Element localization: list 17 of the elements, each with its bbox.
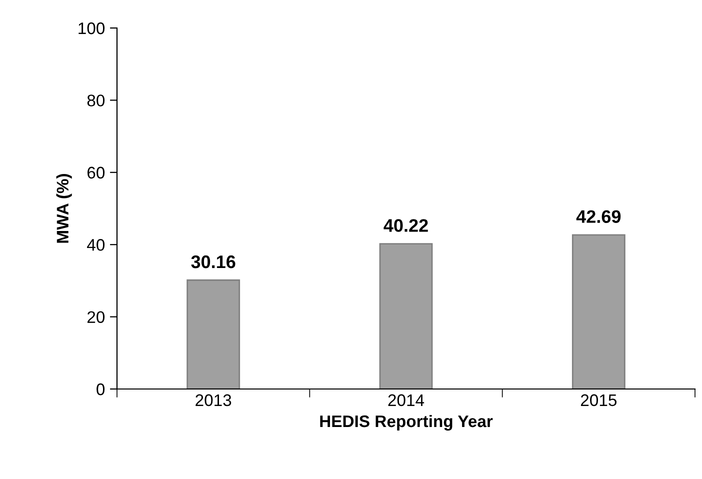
y-tick-label: 0 [96,383,105,396]
x-axis-title: HEDIS Reporting Year [320,414,493,431]
y-axis-title: MWA (%) [56,174,72,243]
x-tick-label: 2014 [388,394,424,406]
y-tick-label: 100 [78,22,105,34]
y-tick-label: 20 [87,311,105,324]
bar [186,279,240,389]
y-tick-label: 40 [87,239,105,251]
data-label: 42.69 [576,210,621,223]
data-label: 40.22 [384,219,428,232]
bar [379,243,433,389]
y-tick-label: 80 [87,94,105,106]
x-tick-label: 2013 [196,394,232,406]
y-tick-label: 60 [88,166,105,179]
x-tick-label: 2015 [580,394,617,406]
data-label: 30.16 [191,255,236,268]
bar [572,234,626,389]
